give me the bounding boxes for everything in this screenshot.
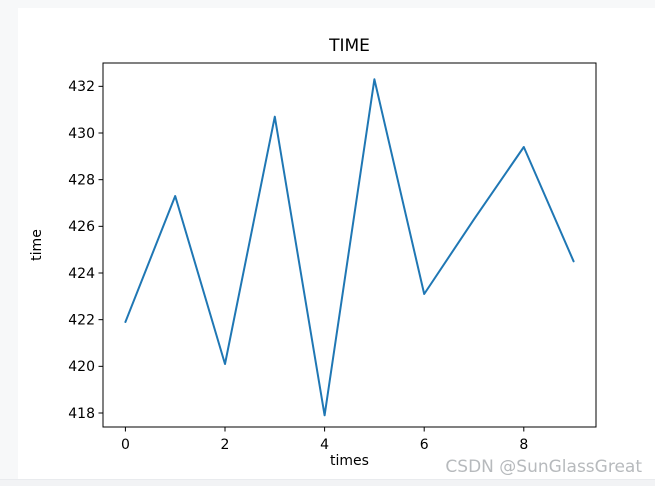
y-tick-label: 420 xyxy=(68,359,95,375)
axes-spines xyxy=(102,62,597,428)
watermark-text: CSDN @SunGlassGreat xyxy=(445,457,642,477)
x-tick-label: 6 xyxy=(420,437,429,453)
y-tick-label: 418 xyxy=(68,406,95,422)
x-tick-label: 8 xyxy=(519,437,528,453)
y-tick-label: 424 xyxy=(68,266,95,282)
x-tick-label: 4 xyxy=(320,437,329,453)
y-axis-label: time xyxy=(29,229,45,261)
y-tick-label: 422 xyxy=(68,313,95,329)
y-tick-label: 430 xyxy=(68,126,95,142)
x-axis-label: times xyxy=(330,453,369,469)
y-tick-label: 428 xyxy=(68,173,95,189)
matplotlib-figure xyxy=(18,8,655,479)
y-tick-label: 432 xyxy=(68,79,95,95)
x-tick-label: 0 xyxy=(121,437,130,453)
chart-title: TIME xyxy=(329,36,370,56)
bottom-page-edge xyxy=(0,479,655,486)
x-tick-label: 2 xyxy=(221,437,230,453)
y-tick-label: 426 xyxy=(68,219,95,235)
data-line-time xyxy=(124,78,575,417)
